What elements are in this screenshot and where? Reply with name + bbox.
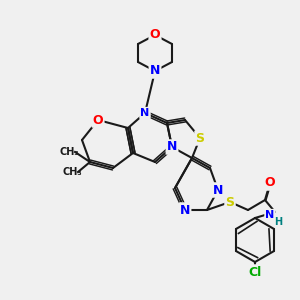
Text: N: N (266, 210, 274, 220)
Text: Cl: Cl (248, 266, 262, 278)
Text: S: S (226, 196, 235, 208)
Text: N: N (213, 184, 223, 196)
Text: CH₃: CH₃ (59, 147, 79, 157)
Text: O: O (265, 176, 275, 190)
Text: S: S (196, 131, 205, 145)
Text: N: N (180, 203, 190, 217)
Text: O: O (150, 28, 160, 41)
Text: N: N (150, 64, 160, 77)
Text: N: N (167, 140, 177, 154)
Text: H: H (274, 217, 282, 227)
Text: O: O (93, 113, 103, 127)
Text: N: N (140, 108, 150, 118)
Text: CH₃: CH₃ (62, 167, 82, 177)
